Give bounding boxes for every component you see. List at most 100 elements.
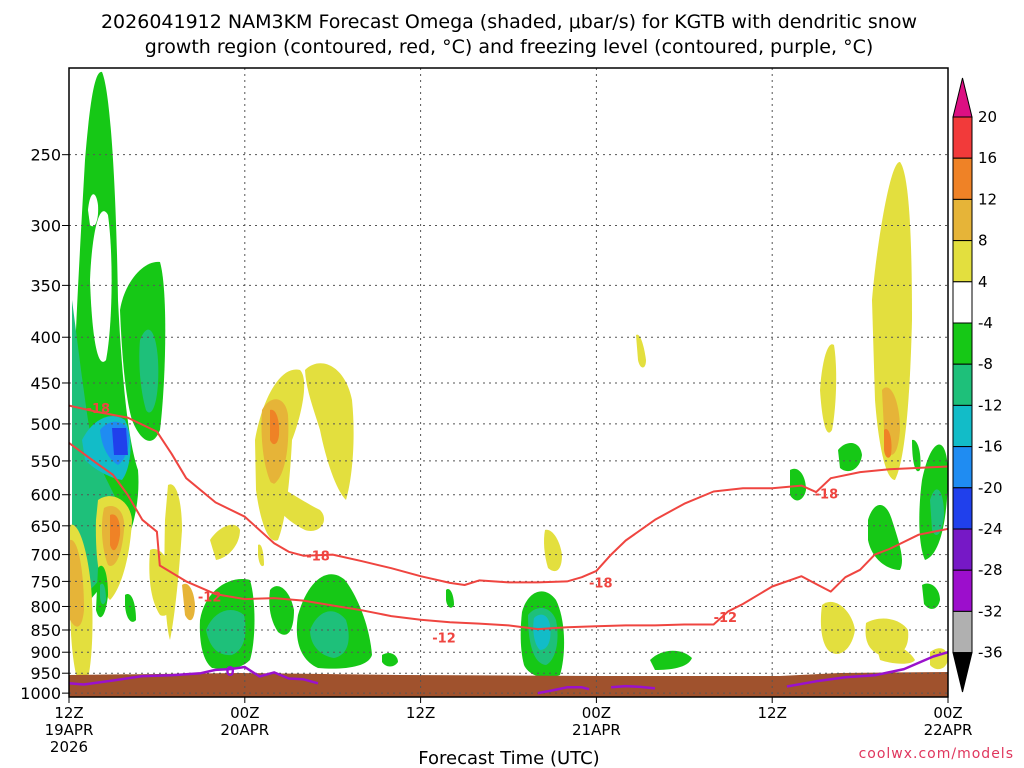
y-tick-label: 350	[30, 276, 61, 295]
y-axis: 250 300 350 400 450 500 550 600 650 700 750 800 850 9…	[20, 146, 69, 703]
y-tick-label: 800	[30, 597, 61, 616]
colorbar-label: -28	[978, 561, 1003, 579]
colorbar-band	[952, 446, 973, 489]
colorbar-label: 8	[978, 232, 988, 250]
y-tick-label: 500	[30, 415, 61, 434]
contour-minus12	[69, 442, 948, 631]
contour-minus18	[69, 404, 948, 586]
chart-title-line1: 2026041912 NAM3KM Forecast Omega (shaded…	[101, 11, 917, 33]
omega-region	[206, 610, 246, 656]
colorbar-band	[952, 198, 973, 242]
contour-zero	[786, 651, 948, 688]
credit-text: coolwx.com/models	[859, 746, 1014, 762]
contour-zero	[610, 684, 656, 690]
omega-region	[164, 484, 182, 640]
x-axis-label: Forecast Time (UTC)	[418, 748, 599, 768]
colorbar-label: -16	[978, 438, 1003, 456]
x-tick-label: 2026	[50, 738, 88, 756]
colorbar-label: -4	[978, 314, 993, 332]
colorbar-label: -36	[978, 644, 1003, 662]
omega-region	[820, 601, 855, 654]
omega-region	[258, 544, 264, 567]
omega-region	[872, 161, 912, 480]
contour-label: -18	[815, 487, 839, 502]
omega-region	[270, 409, 280, 445]
contour-label: 0	[226, 665, 235, 680]
x-tick-label: 12Z	[54, 704, 83, 722]
colorbar-band	[952, 240, 973, 283]
omega-region	[88, 194, 99, 227]
x-tick-label: 20APR	[220, 721, 269, 739]
omega-region	[265, 480, 325, 531]
omega-region	[305, 363, 354, 500]
colorbar-band	[952, 116, 973, 159]
x-tick-label: 00Z	[933, 704, 962, 722]
omega-region	[650, 650, 692, 670]
colorbar-band	[952, 363, 973, 406]
contour-label: -12	[714, 611, 738, 626]
omega-region	[876, 643, 915, 664]
x-tick-label: 00Z	[582, 704, 611, 722]
y-tick-label: 850	[30, 621, 61, 640]
y-tick-label: 750	[30, 572, 61, 591]
colorbar-label: -20	[978, 479, 1003, 497]
omega-region	[922, 583, 940, 609]
contour-label: -18	[306, 550, 330, 565]
omega-region	[636, 334, 646, 368]
colorbar-label: 4	[978, 273, 988, 291]
colorbar-band	[952, 157, 973, 200]
colorbar-label: -8	[978, 355, 993, 373]
x-tick-label: 21APR	[572, 721, 621, 739]
omega-region	[100, 583, 106, 605]
omega-region	[912, 439, 921, 472]
omega-region	[210, 524, 240, 560]
y-tick-label: 450	[30, 374, 61, 393]
colorbar-band	[952, 487, 973, 530]
x-tick-label: 19APR	[45, 721, 94, 739]
omega-region	[930, 489, 944, 535]
y-tick-label: 250	[30, 146, 61, 165]
x-tick-label: 00Z	[230, 704, 259, 722]
colorbar-label: -32	[978, 602, 1003, 620]
colorbar-band	[952, 322, 973, 365]
omega-region	[790, 468, 806, 501]
contour-label: -12	[432, 631, 456, 646]
colorbar-cap-bottom	[952, 652, 973, 693]
omega-region	[820, 344, 837, 433]
omega-shading	[70, 71, 948, 690]
omega-region	[70, 539, 84, 627]
y-tick-label: 550	[30, 452, 61, 471]
colorbar: 20 16 12 8 4 -4 -8 -12 -16 -20 -24 -28 -32 -36	[952, 77, 1003, 693]
y-tick-label: 1000	[20, 684, 61, 703]
y-tick-label: 650	[30, 517, 61, 536]
colorbar-band	[952, 528, 973, 571]
colorbar-label: -24	[978, 520, 1003, 538]
colorbar-label: -12	[978, 396, 1003, 414]
chart-title-line2: growth region (contoured, red, °C) and f…	[145, 36, 874, 58]
x-tick-label: 22APR	[924, 721, 973, 739]
omega-region	[838, 443, 862, 472]
x-tick-label: 12Z	[758, 704, 787, 722]
colorbar-band	[952, 569, 973, 612]
omega-region	[139, 329, 159, 413]
omega-region	[112, 428, 128, 455]
omega-region	[90, 211, 112, 362]
y-tick-label: 400	[30, 328, 61, 347]
y-tick-label: 900	[30, 643, 61, 662]
y-tick-label: 700	[30, 546, 61, 565]
y-tick-label: 600	[30, 486, 61, 505]
colorbar-label: 12	[978, 190, 997, 208]
colorbar-band	[952, 281, 973, 324]
omega-region	[182, 583, 195, 621]
contour-label: -12	[198, 591, 222, 606]
colorbar-label: 20	[978, 108, 997, 126]
contour-zero	[537, 686, 590, 695]
contours: -18 -18 -18 -18 -12 -12 -12 0	[69, 402, 948, 695]
omega-region	[533, 614, 551, 650]
omega-region	[125, 594, 136, 622]
omega-region	[446, 589, 454, 608]
contour-label: -18	[589, 576, 613, 591]
colorbar-cap-top	[952, 77, 973, 118]
